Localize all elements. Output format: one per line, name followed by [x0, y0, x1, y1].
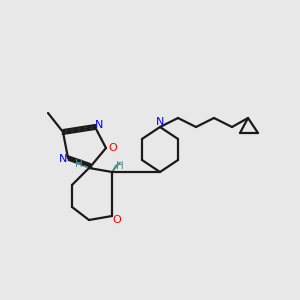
Polygon shape: [112, 162, 120, 172]
Text: H: H: [75, 159, 83, 169]
Text: H: H: [116, 161, 124, 171]
Text: N: N: [156, 117, 164, 127]
Text: O: O: [109, 143, 117, 153]
Text: O: O: [112, 215, 122, 225]
Text: N: N: [59, 154, 67, 164]
Text: N: N: [95, 120, 103, 130]
